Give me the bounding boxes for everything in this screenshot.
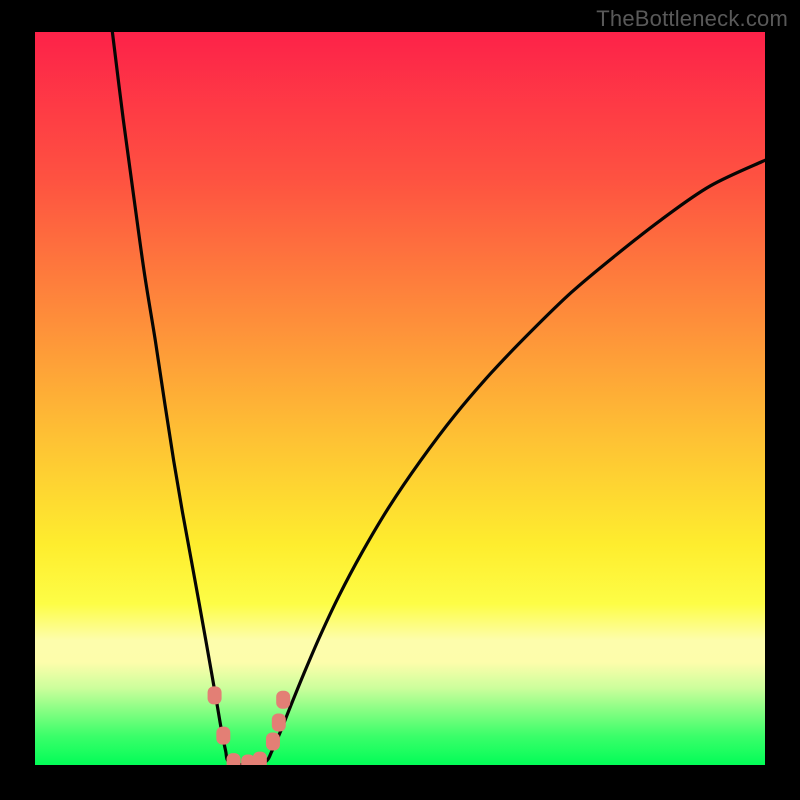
watermark-text: TheBottleneck.com <box>596 6 788 32</box>
data-marker <box>216 727 230 745</box>
chart-container: TheBottleneck.com <box>0 0 800 800</box>
data-marker <box>276 691 290 709</box>
data-marker <box>227 753 241 765</box>
data-marker <box>208 686 222 704</box>
gradient-background <box>35 32 765 765</box>
plot-svg <box>35 32 765 765</box>
data-marker <box>266 733 280 751</box>
data-marker <box>272 713 286 731</box>
data-marker <box>253 752 267 765</box>
